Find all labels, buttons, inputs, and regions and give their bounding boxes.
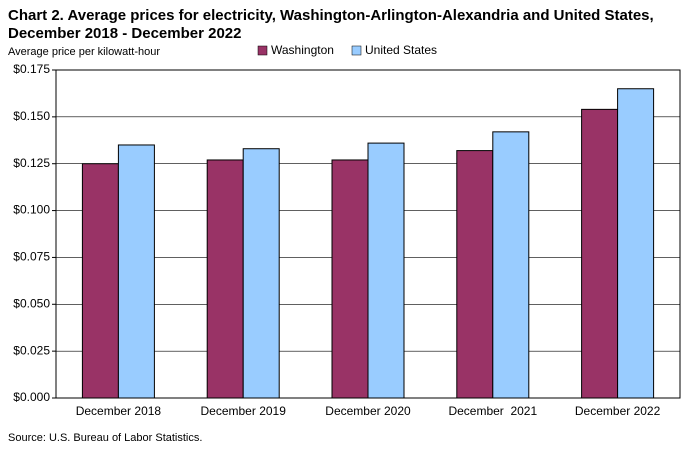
x-tick-label: December 2018 xyxy=(76,404,162,418)
source-note: Source: U.S. Bureau of Labor Statistics. xyxy=(8,432,202,444)
chart-title: December 2018 - December 2022 xyxy=(8,25,241,42)
bar xyxy=(81,163,119,399)
bar xyxy=(456,150,494,399)
y-tick-label: $0.000 xyxy=(13,390,50,404)
y-tick-label: $0.125 xyxy=(13,156,50,170)
bar xyxy=(331,159,369,399)
x-tick-label: December 2022 xyxy=(575,404,661,418)
bar xyxy=(581,108,619,399)
y-tick-label: $0.100 xyxy=(13,203,50,217)
legend-swatch xyxy=(257,45,268,56)
y-tick-label: $0.175 xyxy=(13,62,50,76)
y-tick-label: $0.025 xyxy=(13,343,50,357)
bar xyxy=(617,88,655,399)
legend-swatch xyxy=(351,45,362,56)
y-tick-label: $0.150 xyxy=(13,109,50,123)
legend-label: United States xyxy=(365,43,437,57)
y-tick-label: $0.050 xyxy=(13,296,50,310)
x-tick-label: December 2020 xyxy=(325,404,411,418)
bar xyxy=(117,144,155,399)
x-tick-label: December 2021 xyxy=(448,404,537,418)
x-tick-label: December 2019 xyxy=(201,404,287,418)
bar xyxy=(206,159,244,399)
legend-label: Washington xyxy=(271,43,334,57)
bar xyxy=(367,142,405,399)
y-axis-label: Average price per kilowatt-hour xyxy=(8,46,160,58)
bar xyxy=(492,131,530,399)
y-tick-label: $0.075 xyxy=(13,250,50,264)
chart-title: Chart 2. Average prices for electricity,… xyxy=(8,7,654,24)
bar xyxy=(242,148,280,399)
